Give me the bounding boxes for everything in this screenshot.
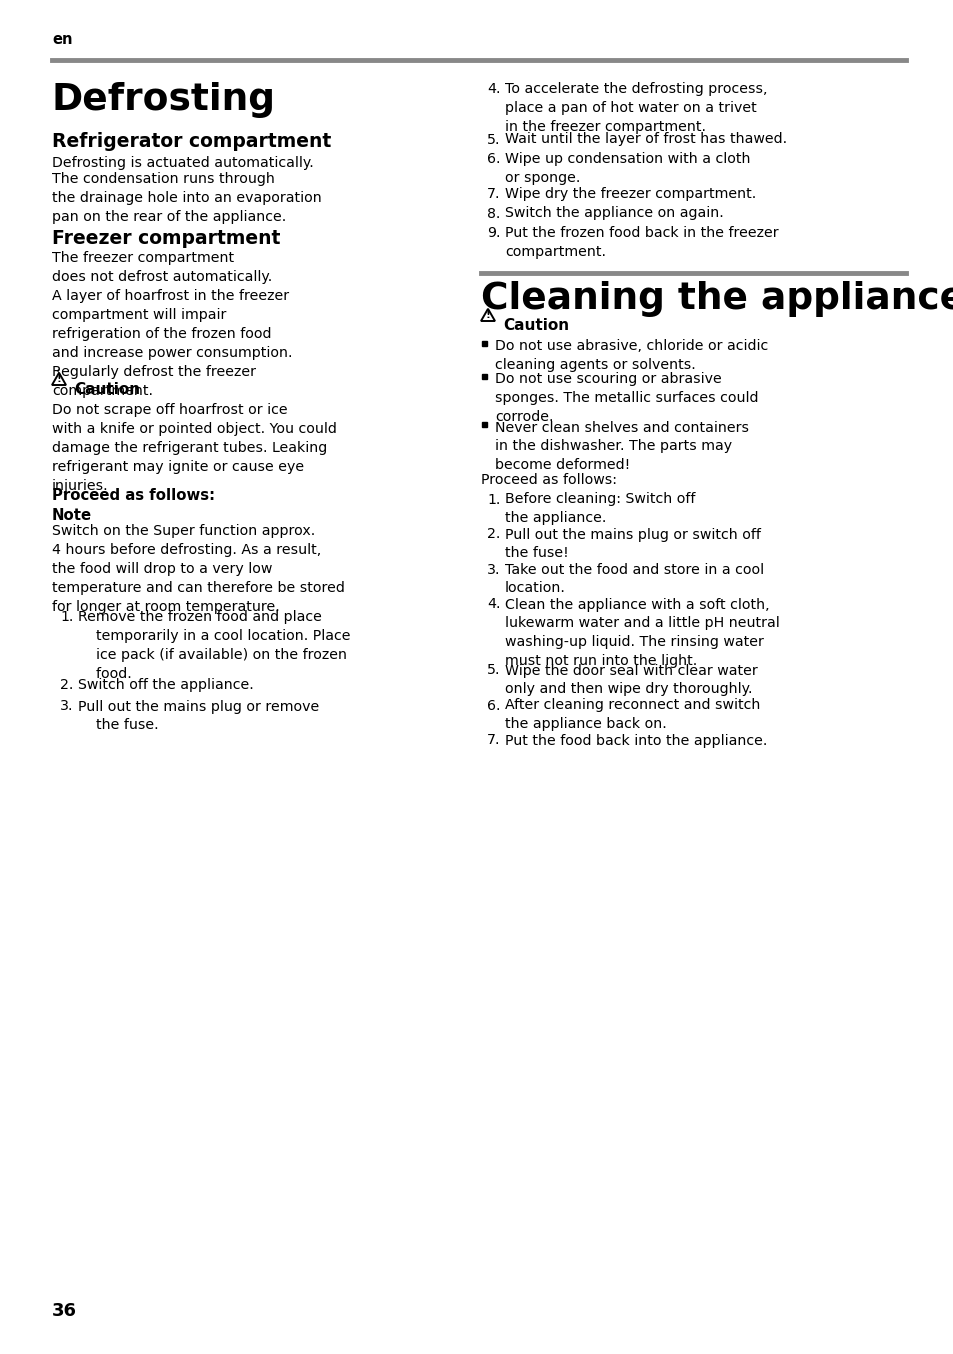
Text: Before cleaning: Switch off
the appliance.: Before cleaning: Switch off the applianc… [504,493,695,525]
Text: 2.: 2. [486,528,500,542]
Text: Wipe up condensation with a cloth
or sponge.: Wipe up condensation with a cloth or spo… [504,152,750,185]
Text: After cleaning reconnect and switch
the appliance back on.: After cleaning reconnect and switch the … [504,699,760,731]
Text: To accelerate the defrosting process,
place a pan of hot water on a trivet
in th: To accelerate the defrosting process, pl… [504,83,767,134]
Text: Wipe dry the freezer compartment.: Wipe dry the freezer compartment. [504,187,756,200]
Text: 3.: 3. [60,700,73,714]
Text: Defrosting is actuated automatically.: Defrosting is actuated automatically. [52,156,314,171]
Text: 36: 36 [52,1303,77,1320]
Text: Clean the appliance with a soft cloth,
lukewarm water and a little pH neutral
wa: Clean the appliance with a soft cloth, l… [504,597,779,669]
Text: 8.: 8. [486,207,500,221]
Text: Defrosting: Defrosting [52,83,275,118]
Text: Proceed as follows:: Proceed as follows: [52,489,214,504]
Text: 7.: 7. [486,734,500,747]
Text: Wait until the layer of frost has thawed.: Wait until the layer of frost has thawed… [504,133,786,146]
Text: Do not scrape off hoarfrost or ice
with a knife or pointed object. You could
dam: Do not scrape off hoarfrost or ice with … [52,403,336,493]
Text: 6.: 6. [486,699,500,712]
Text: Put the food back into the appliance.: Put the food back into the appliance. [504,734,766,747]
Text: Switch off the appliance.: Switch off the appliance. [78,678,253,692]
Text: Never clean shelves and containers
in the dishwasher. The parts may
become defor: Never clean shelves and containers in th… [495,421,748,473]
Text: Remove the frozen food and place
    temporarily in a cool location. Place
    i: Remove the frozen food and place tempora… [78,611,350,681]
Text: 5.: 5. [486,663,500,677]
Text: Caution: Caution [502,318,569,333]
Text: 4.: 4. [486,597,500,612]
Text: en: en [52,32,72,47]
Text: Note: Note [52,508,92,523]
Text: Wipe the door seal with clear water
only and then wipe dry thoroughly.: Wipe the door seal with clear water only… [504,663,757,696]
Text: 1.: 1. [60,611,73,624]
Text: 4.: 4. [486,83,500,96]
Text: 1.: 1. [486,493,500,506]
Text: Take out the food and store in a cool
location.: Take out the food and store in a cool lo… [504,562,763,596]
Text: Switch on the Super function approx.
4 hours before defrosting. As a result,
the: Switch on the Super function approx. 4 h… [52,524,345,615]
Text: Proceed as follows:: Proceed as follows: [480,473,617,487]
Text: Pull out the mains plug or switch off
the fuse!: Pull out the mains plug or switch off th… [504,528,760,561]
Text: !: ! [56,374,61,383]
Text: Pull out the mains plug or remove
    the fuse.: Pull out the mains plug or remove the fu… [78,700,319,733]
Text: Caution: Caution [74,382,140,397]
Text: Switch the appliance on again.: Switch the appliance on again. [504,207,723,221]
Text: Freezer compartment: Freezer compartment [52,229,280,248]
Text: The condensation runs through
the drainage hole into an evaporation
pan on the r: The condensation runs through the draina… [52,172,321,225]
Text: 9.: 9. [486,226,500,240]
Text: 7.: 7. [486,187,500,200]
Text: Put the frozen food back in the freezer
compartment.: Put the frozen food back in the freezer … [504,226,778,259]
Text: 5.: 5. [486,133,500,146]
Text: 3.: 3. [486,562,500,577]
Bar [481,422,486,427]
Text: Cleaning the appliance: Cleaning the appliance [480,282,953,317]
Text: 2.: 2. [60,678,73,692]
Bar [481,340,486,345]
Text: Do not use abrasive, chloride or acidic
cleaning agents or solvents.: Do not use abrasive, chloride or acidic … [495,338,767,372]
Text: Refrigerator compartment: Refrigerator compartment [52,131,331,152]
Text: 6.: 6. [486,152,500,167]
Text: !: ! [485,310,490,320]
Text: The freezer compartment
does not defrost automatically.
A layer of hoarfrost in : The freezer compartment does not defrost… [52,250,293,398]
Bar [481,374,486,379]
Text: Do not use scouring or abrasive
sponges. The metallic surfaces could
corrode.: Do not use scouring or abrasive sponges.… [495,372,758,424]
